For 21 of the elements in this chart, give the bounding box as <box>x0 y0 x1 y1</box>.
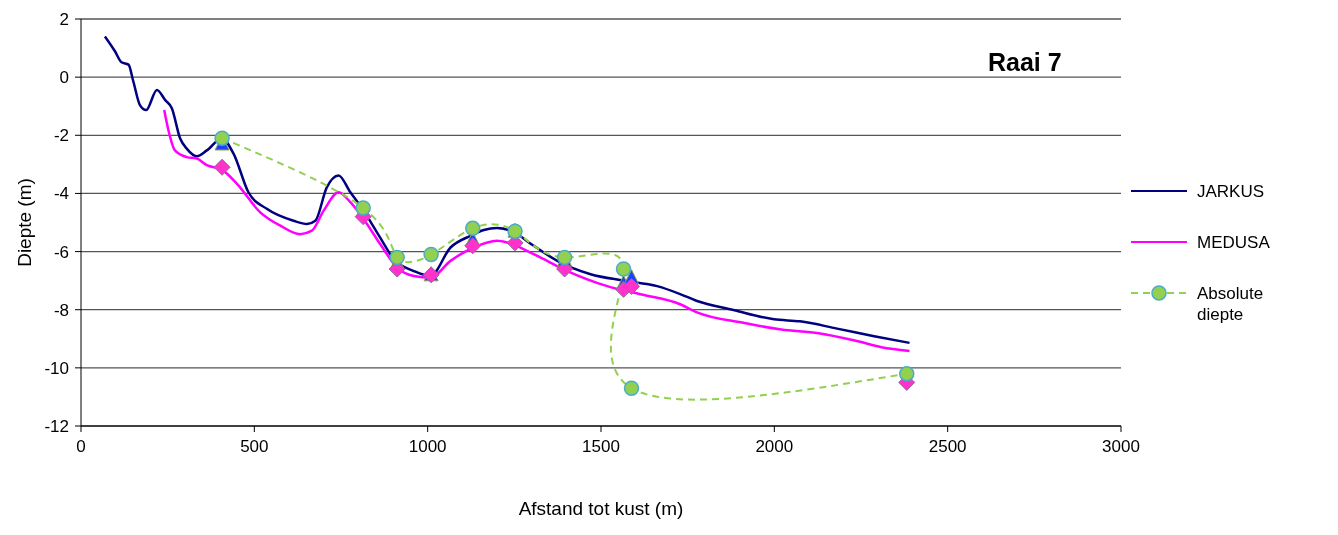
x-tick-label: 1500 <box>582 437 620 457</box>
y-tick-label: 2 <box>59 10 69 30</box>
y-tick-label: -8 <box>53 300 69 320</box>
y-tick-label: -2 <box>53 126 69 146</box>
x-tick-label: 2500 <box>928 437 967 457</box>
legend-label: Absolute diepte <box>1197 282 1265 325</box>
y-tick-label: -12 <box>44 417 69 437</box>
x-tick-label: 3000 <box>1102 437 1140 457</box>
y-tick-label: -6 <box>53 242 69 262</box>
x-tick-label: 1000 <box>408 437 447 457</box>
x-tick-label: 0 <box>76 437 86 457</box>
y-tick-label: -4 <box>53 184 69 204</box>
y-axis-title: Diepte (m) <box>13 178 35 267</box>
y-tick-label: -10 <box>44 358 69 378</box>
legend-label: JARKUS <box>1197 180 1266 202</box>
text: Raai 7 <box>988 48 1062 77</box>
x-tick-label: 500 <box>240 437 269 457</box>
x-axis-title: Afstand tot kust (m) <box>518 498 684 519</box>
x-tick-label: 2000 <box>755 437 794 457</box>
legend-label: MEDUSA <box>1197 231 1271 253</box>
y-tick-label: 0 <box>59 68 69 88</box>
